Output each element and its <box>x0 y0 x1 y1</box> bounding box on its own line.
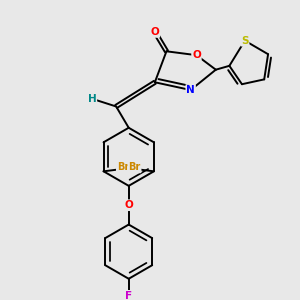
Text: O: O <box>192 50 201 60</box>
Text: Br: Br <box>117 163 129 172</box>
Text: Br: Br <box>128 163 141 172</box>
Text: N: N <box>186 85 195 95</box>
Text: O: O <box>151 27 159 37</box>
Text: O: O <box>124 200 133 210</box>
Text: S: S <box>241 36 249 46</box>
Text: H: H <box>88 94 96 104</box>
Text: F: F <box>125 291 132 300</box>
